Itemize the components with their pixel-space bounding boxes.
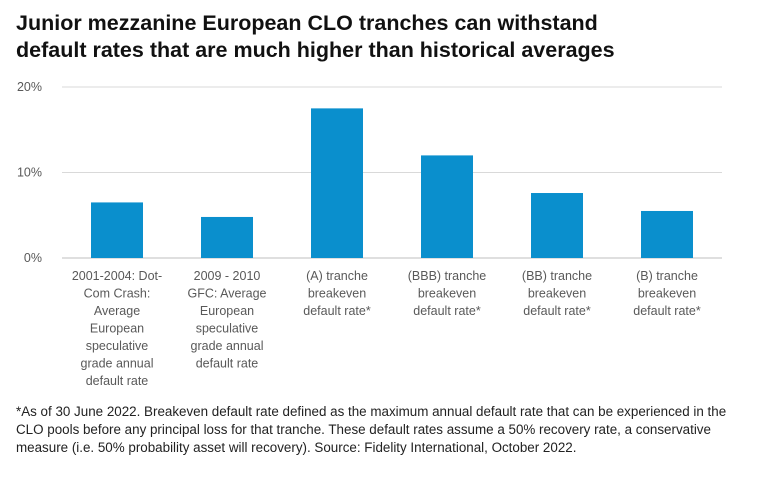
bar-chart: 0% 10% 20% 2001-2004: Dot-Com Crash: Averag… bbox=[17, 80, 722, 388]
x-tick-label: 2009 - 2010 GFC: Average European speculati… bbox=[188, 269, 267, 371]
bars bbox=[91, 108, 693, 258]
chart-title-line-1: Junior mezzanine European CLO tranches c… bbox=[16, 11, 598, 35]
x-tick-label: (BB) tranche breakeven default rate* bbox=[522, 269, 592, 318]
y-axis-ticks: 0% 10% 20% bbox=[17, 80, 42, 265]
x-axis-labels: 2001-2004: Dot-Com Crash: Average European… bbox=[72, 269, 701, 388]
x-tick-label: (B) tranche breakeven default rate* bbox=[633, 269, 701, 318]
x-tick-label: 2001-2004: Dot-Com Crash: Average European… bbox=[72, 269, 162, 388]
footnote: *As of 30 June 2022. Breakeven default r… bbox=[16, 404, 727, 455]
bar bbox=[641, 210, 693, 258]
y-tick-label: 20% bbox=[17, 80, 42, 94]
chart-title-line-2: default rates that are much higher than … bbox=[16, 38, 615, 62]
bar bbox=[201, 216, 253, 258]
bar bbox=[531, 193, 583, 258]
y-tick-label: 10% bbox=[17, 166, 42, 180]
gridlines bbox=[62, 86, 722, 259]
bar bbox=[91, 202, 143, 258]
bar bbox=[421, 155, 473, 258]
bar bbox=[311, 108, 363, 258]
x-tick-label: (A) tranche breakeven default rate* bbox=[303, 269, 371, 318]
y-tick-label: 0% bbox=[24, 251, 42, 265]
x-tick-label: (BBB) tranche breakeven default rate* bbox=[408, 269, 487, 318]
chart-title: Junior mezzanine European CLO tranches c… bbox=[16, 10, 746, 64]
